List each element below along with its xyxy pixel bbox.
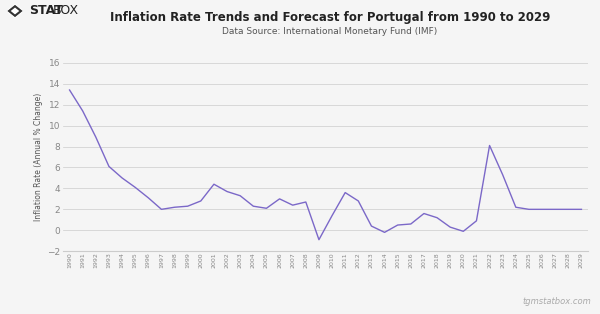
Text: Inflation Rate Trends and Forecast for Portugal from 1990 to 2029: Inflation Rate Trends and Forecast for P… [110,11,550,24]
Text: Data Source: International Monetary Fund (IMF): Data Source: International Monetary Fund… [223,27,437,36]
Text: BOX: BOX [53,4,79,18]
Text: tgmstatbox.com: tgmstatbox.com [522,297,591,306]
Y-axis label: Inflation Rate (Annual % Change): Inflation Rate (Annual % Change) [34,93,43,221]
Text: STAT: STAT [29,4,62,18]
